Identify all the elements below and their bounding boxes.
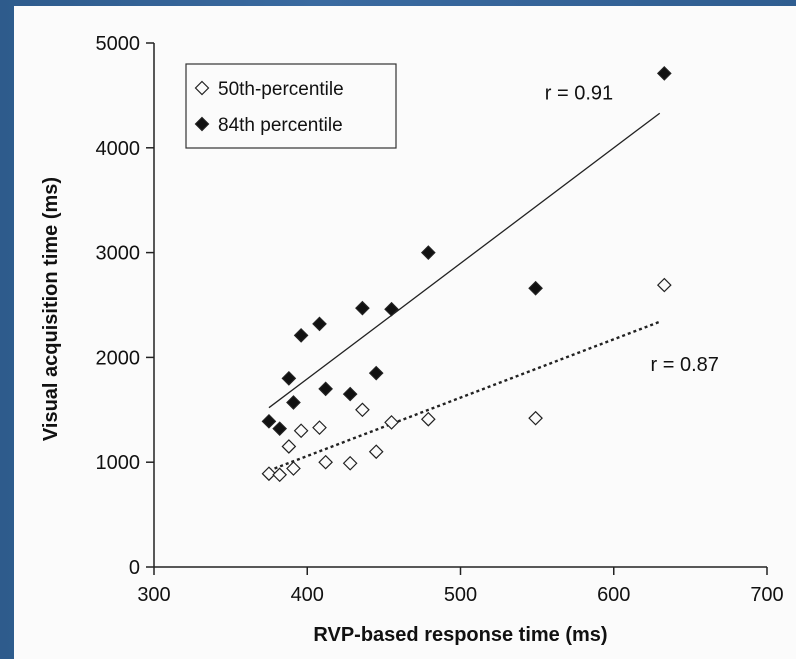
point-50th (342, 455, 358, 471)
x-tick-label: 700 (750, 584, 783, 606)
point-84th (286, 395, 301, 410)
point-84th (281, 371, 297, 386)
point-84th (384, 301, 399, 317)
point-50th (312, 420, 327, 435)
scatter-chart: 300 400 500 600 700 0 1000 2000 3000 4000 5000 50t… (40, 33, 784, 646)
point-84th (368, 365, 384, 381)
point-50th (286, 461, 301, 476)
point-84th (293, 328, 309, 343)
y-tick-label: 1000 (96, 452, 141, 474)
y-tick-label: 5000 (96, 33, 141, 55)
y-axis-title: Visual acquisition time (ms) (40, 177, 62, 441)
point-84th (261, 413, 277, 429)
point-84th (342, 386, 358, 402)
point-84th (312, 316, 327, 332)
point-84th (272, 421, 288, 437)
fit-line-84th (268, 112, 661, 409)
x-tick-label: 500 (444, 584, 477, 606)
r-label-50th: r = 0.87 (651, 354, 719, 376)
point-84th (318, 381, 333, 397)
point-84th (355, 300, 370, 316)
legend-entry-label: 84th percentile (218, 115, 343, 136)
r-label-84th: r = 0.91 (545, 83, 613, 105)
point-84th (420, 245, 436, 260)
point-50th (368, 444, 384, 460)
point-50th (281, 439, 297, 454)
y-tick-label: 0 (129, 557, 140, 579)
point-50th (293, 423, 309, 439)
point-50th (272, 467, 288, 483)
point-50th (528, 410, 543, 426)
y-tick-label: 2000 (96, 347, 141, 369)
point-50th (656, 277, 672, 293)
y-tick-label: 4000 (96, 138, 141, 160)
point-50th (355, 402, 370, 418)
fit-line-50th (268, 320, 661, 472)
x-tick-label: 300 (137, 584, 170, 606)
point-84th (528, 280, 543, 296)
point-50th (318, 454, 333, 470)
point-50th (420, 411, 436, 427)
x-tick-label: 600 (597, 584, 630, 606)
point-84th (656, 66, 672, 81)
chart-panel: 300 400 500 600 700 0 1000 2000 3000 4000 5000 50t… (14, 6, 796, 659)
legend-box (185, 63, 397, 149)
x-tick-label: 400 (291, 584, 324, 606)
legend-marker (194, 116, 210, 132)
point-50th (261, 466, 277, 482)
point-50th (384, 415, 399, 430)
x-axis-title: RVP-based response time (ms) (313, 624, 607, 646)
legend-entry-label: 50th-percentile (218, 79, 344, 100)
y-tick-label: 3000 (96, 243, 141, 265)
legend-marker (194, 80, 210, 96)
